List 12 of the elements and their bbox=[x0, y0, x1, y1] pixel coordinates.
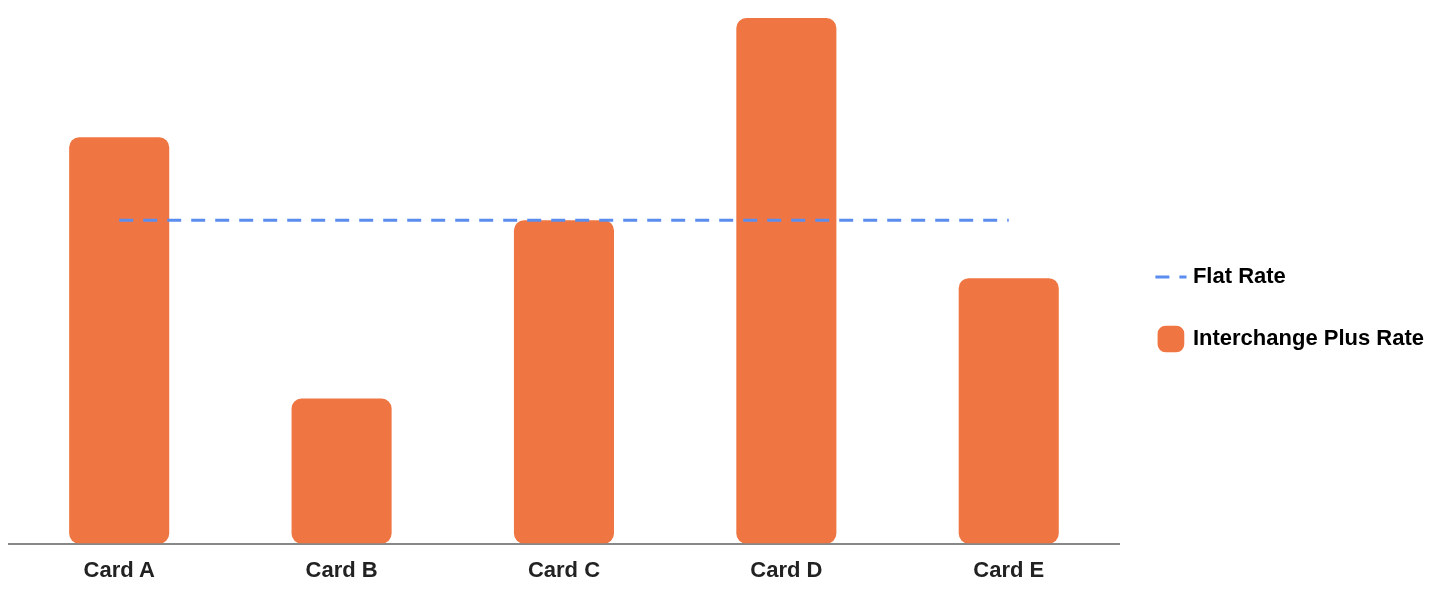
bar bbox=[513, 220, 615, 544]
bar bbox=[736, 18, 837, 544]
legend-label: Interchange Plus Rate bbox=[1192, 325, 1425, 351]
x-tick-label: Card D bbox=[750, 556, 823, 582]
bar bbox=[958, 278, 1059, 544]
bar bbox=[291, 398, 392, 544]
legend-label: Flat Rate bbox=[1192, 263, 1286, 289]
x-tick-label: Card C bbox=[527, 556, 601, 582]
x-tick-label: Card B bbox=[305, 556, 378, 582]
bar bbox=[69, 137, 170, 544]
x-tick-label: Card E bbox=[973, 556, 1045, 582]
x-tick-label: Card A bbox=[83, 556, 155, 582]
